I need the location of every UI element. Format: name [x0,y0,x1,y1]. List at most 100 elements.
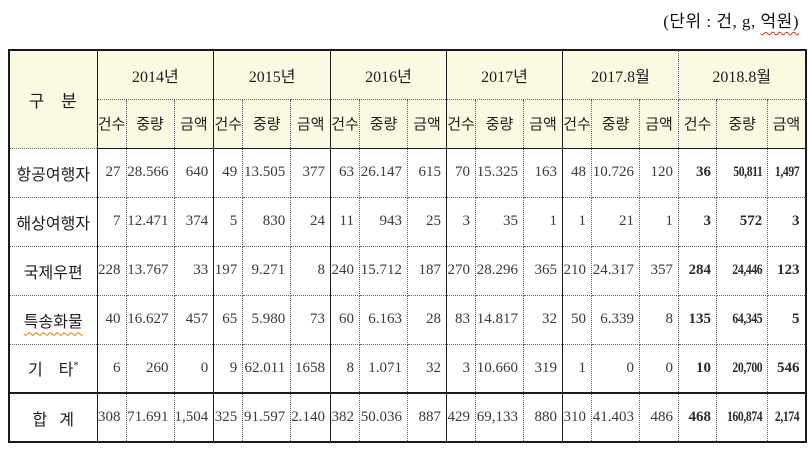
table-cell: 91.597 [242,392,292,443]
cell-value: 3 [792,213,800,229]
table-cell: 0 [591,343,640,394]
cell-value: 319 [534,359,558,376]
cell-value: 25 [426,213,441,229]
cell-value: 5 [229,213,238,229]
cell-value: 28.566 [127,164,169,180]
table-cell: 26.147 [359,147,408,198]
sub-header: 건수 [330,98,360,149]
cell-value: 28 [426,311,441,327]
cell-value: 8 [665,311,674,327]
unit-label: (단위 : 건, g, 억원) [663,7,799,32]
cell-value: 5.980 [251,311,286,327]
table-cell: 8 [639,294,679,345]
cell-value: 24.317 [592,262,634,278]
cell-value: 120 [650,164,674,180]
corner-label: 구 분 [8,49,98,149]
cell-value: 377 [302,164,326,180]
cell-value: 16.627 [127,311,169,327]
table-cell: 308 [96,392,127,443]
sub-header: 중량 [591,98,640,149]
table-cell: 8 [290,245,331,296]
table-cell: 48 [562,147,592,198]
table-cell: 5.980 [242,294,292,345]
table-row: 해상여행자 7 12.471 374 5 830 24 11 943 25 3 35 1 1 21 1 3 572… [8,196,806,247]
table-cell: 486 [639,392,679,443]
cell-value: 615 [418,164,442,180]
table-cell: 197 [213,245,244,296]
table-cell: 71.691 [125,392,175,443]
table-cell: 16.627 [125,294,175,345]
cell-value: 70 [455,164,470,180]
cell-value: 1 [665,213,674,229]
table-cell: 50,811 [715,147,769,198]
table-cell: 70 [446,147,476,198]
cell-value: 20,700 [732,359,763,376]
table-body: 항공여행자 27 28.566 640 49 13.505 377 63 26.147 615 70… [8,147,806,443]
cell-value: 830 [262,213,286,229]
cell-value: 3 [703,213,712,229]
cell-value: 1 [578,359,587,376]
table-cell: 1 [639,196,679,247]
cell-value: 123 [777,262,800,278]
cell-value: 50.036 [360,409,402,425]
cell-value: 48 [571,164,586,180]
row-label-footnote-mark: * [73,360,79,372]
cell-value: 10 [696,359,711,376]
cell-value: 91.597 [244,409,286,425]
cell-value: 32 [426,359,441,376]
table-row: 국제우편 228 13.767 33 197 9.271 8 240 15.712 187 270 2… [8,245,806,296]
cell-value: 32 [542,311,557,327]
table-cell: 28 [407,294,447,345]
table-cell: 0 [639,343,679,394]
cell-value: 60 [339,311,354,327]
table-cell: 284 [678,245,717,296]
cell-value: 9.271 [251,262,286,278]
cell-value: 28.296 [476,262,518,278]
cell-value: 6.163 [368,311,402,327]
table-cell: 1.071 [359,343,408,394]
table-cell: 10 [678,343,717,394]
table-cell: 382 [330,392,360,443]
cell-value: 1,497 [775,164,800,180]
sub-header: 중량 [125,98,175,149]
table-cell: 365 [523,245,563,296]
cell-value: 15.712 [360,262,402,278]
table-cell: 24,446 [715,245,769,296]
sub-header: 금액 [639,98,679,149]
table-cell: 887 [407,392,447,443]
cell-value: 135 [688,311,712,327]
table-cell: 63 [330,147,360,198]
table-cell: 377 [290,147,331,198]
table-cell: 3 [767,196,806,247]
cell-value: 163 [534,164,558,180]
table-cell: 310 [562,392,592,443]
cell-value: 50 [571,311,586,327]
table-cell: 20,700 [715,343,769,394]
table-cell: 640 [173,147,215,198]
cell-value: 2.140 [291,409,325,425]
table-cell: 325 [213,392,244,443]
cell-value: 40 [105,311,121,327]
cell-value: 13.505 [244,164,286,180]
row-label: 특송화물 [8,294,98,345]
table-cell: 2.140 [290,392,331,443]
table-cell: 572 [715,196,769,247]
cell-value: 365 [534,262,558,278]
sub-header: 건수 [678,98,717,149]
table-cell: 7 [96,196,127,247]
unit-label-prefix: (단위 : 건, g, [663,12,761,31]
table-header: 구 분 2014년 2015년 2016년 2017년 2017.8월 2018.8월 건수 중… [8,49,806,149]
cell-value: 572 [739,213,763,229]
cell-value: 943 [379,213,403,229]
cell-value: 187 [418,262,442,278]
cell-value: 240 [331,262,355,278]
cell-value: 24 [310,213,325,229]
table-cell: 24 [290,196,331,247]
cell-value: 3 [462,359,471,376]
row-label-text: 국제우편 [23,264,83,282]
table-row: 항공여행자 27 28.566 640 49 13.505 377 63 26.147 615 70… [8,147,806,198]
table-cell: 28.566 [125,147,175,198]
table-cell: 50.036 [359,392,408,443]
table-cell: 12.471 [125,196,175,247]
table-cell: 270 [446,245,476,296]
